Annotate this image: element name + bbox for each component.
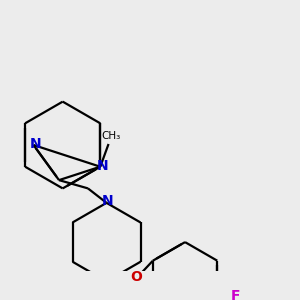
Text: CH₃: CH₃: [101, 131, 120, 141]
Text: N: N: [97, 159, 108, 173]
Text: N: N: [102, 194, 113, 208]
Text: O: O: [130, 270, 142, 284]
Text: N: N: [30, 137, 41, 151]
Text: F: F: [231, 289, 241, 300]
